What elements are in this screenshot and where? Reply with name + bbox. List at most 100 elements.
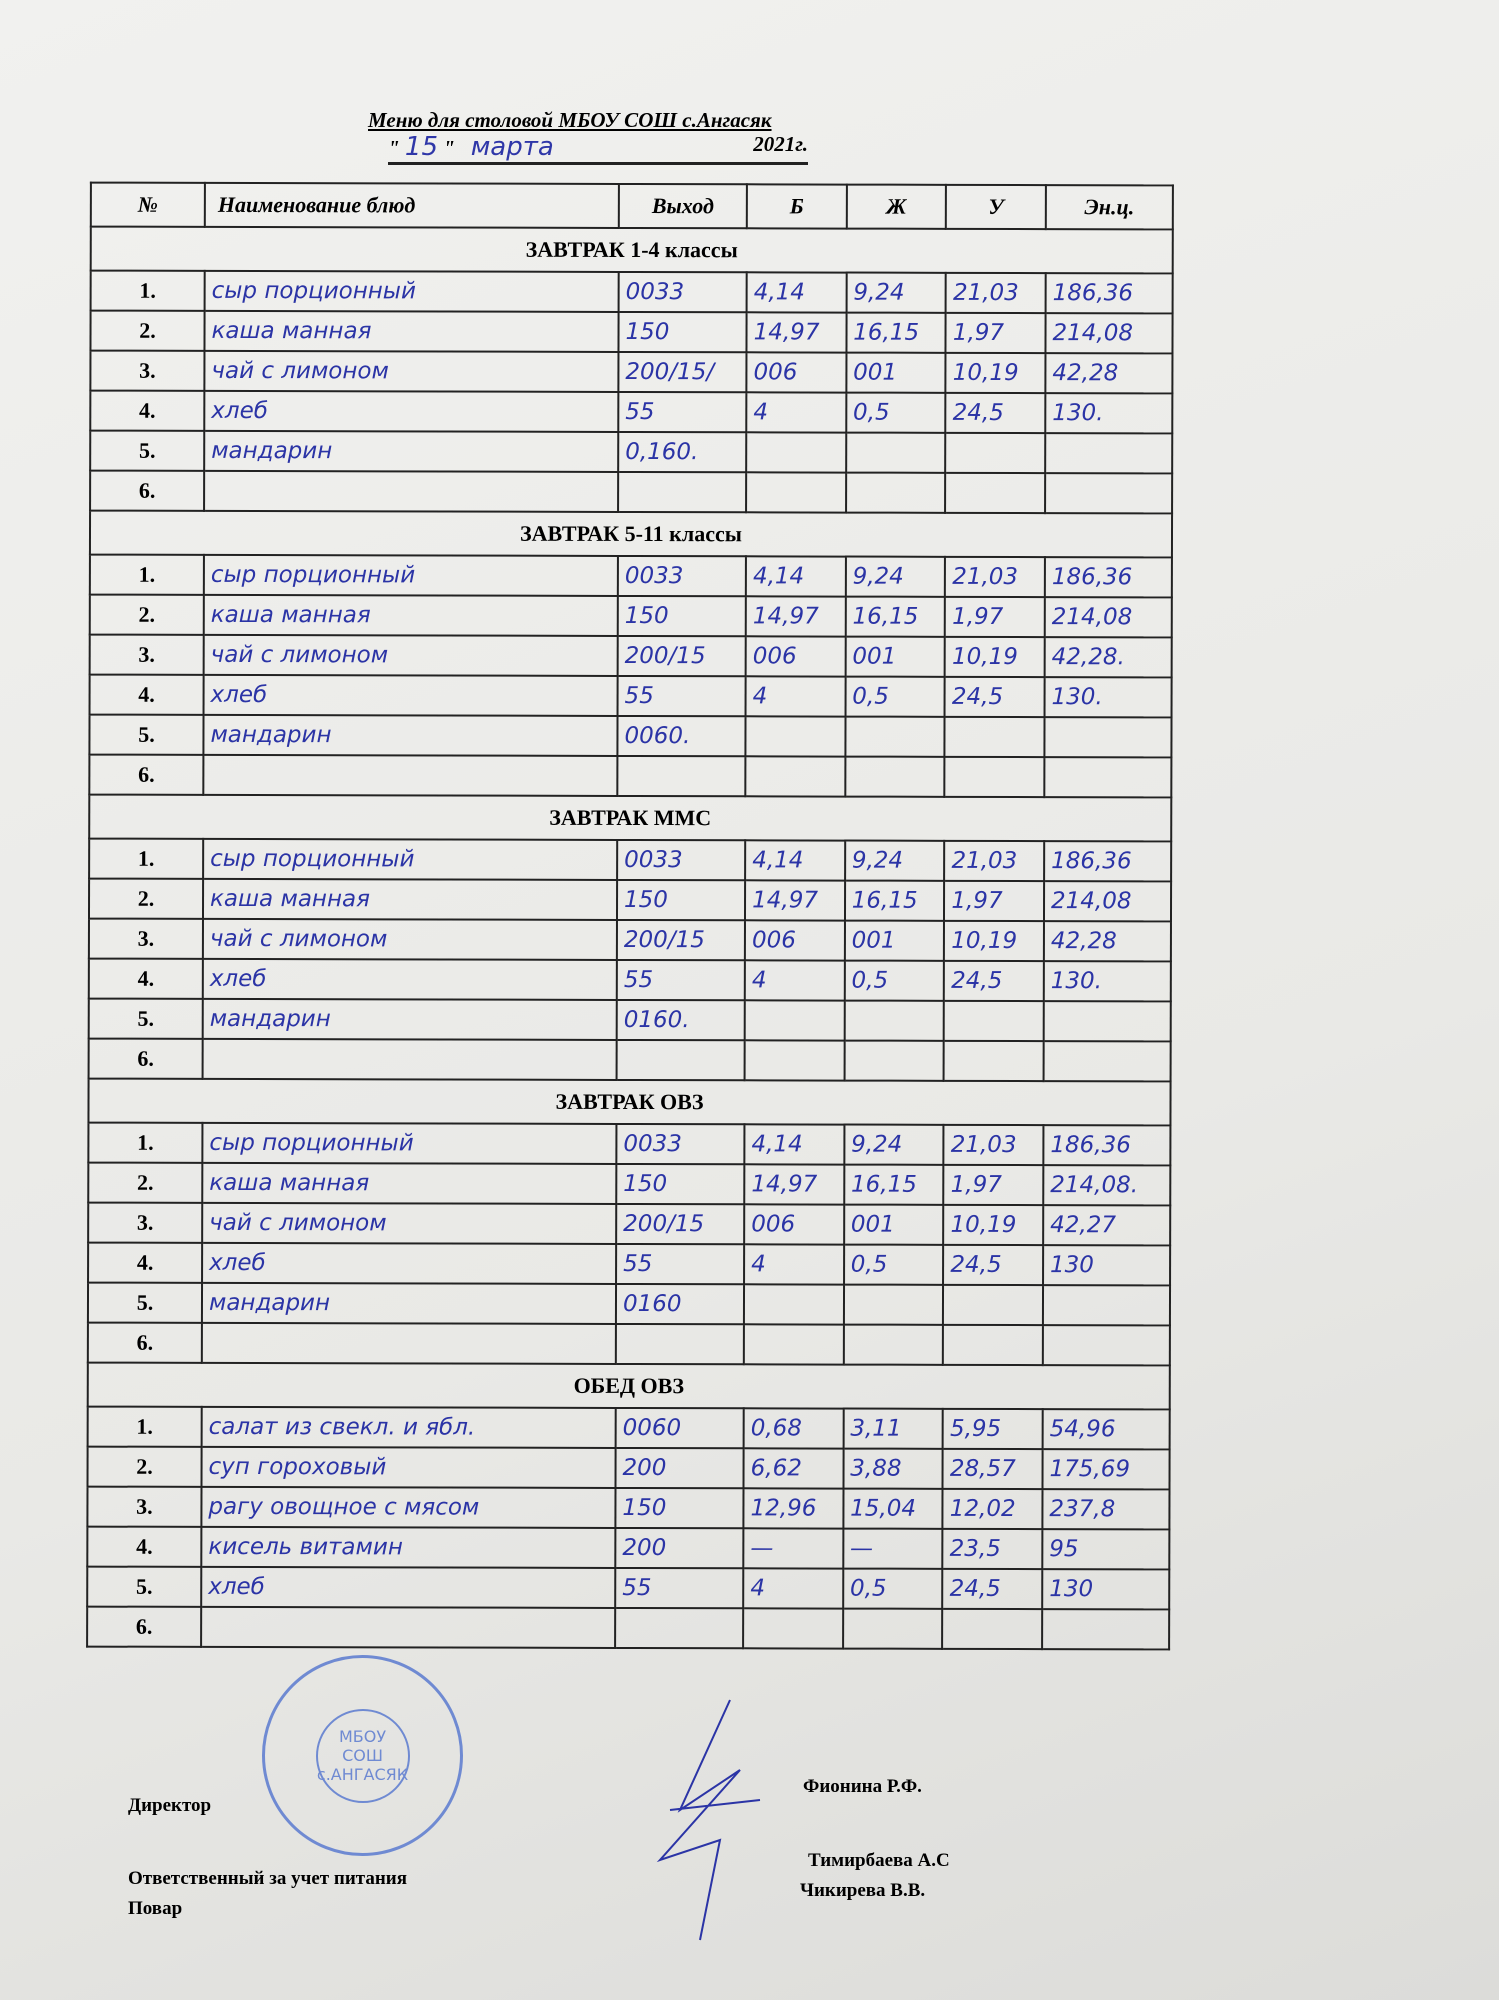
dish-energy <box>1043 1001 1171 1042</box>
dish-protein <box>743 1608 843 1649</box>
row-number: 1. <box>90 270 205 311</box>
row-number: 6. <box>90 470 205 511</box>
dish-yield: 200/15 <box>617 635 746 677</box>
dish-fat: 001 <box>843 1204 944 1245</box>
row-number: 3. <box>89 634 204 675</box>
dish-carbs: 24,5 <box>943 1244 1044 1286</box>
dish-protein <box>745 716 846 757</box>
row-number: 6. <box>87 1322 202 1363</box>
dish-carbs: 5,95 <box>942 1408 1043 1450</box>
dish-fat <box>845 716 945 757</box>
row-number: 4. <box>88 1242 203 1283</box>
col-yield: Выход <box>618 183 748 229</box>
section-title: ЗАВТРАК ММС <box>89 794 1172 842</box>
dish-name: чай с лимоном <box>203 634 618 676</box>
dish-carbs <box>945 472 1046 514</box>
dish-carbs <box>943 1284 1044 1326</box>
dish-protein: 4,14 <box>745 556 846 597</box>
dish-yield: 200 <box>615 1447 744 1489</box>
dish-name: мандарин <box>202 998 617 1040</box>
dish-carbs <box>944 756 1045 798</box>
dish-energy: 42,28. <box>1044 637 1172 678</box>
dish-yield: 55 <box>616 959 745 1001</box>
dish-fat <box>844 1040 945 1081</box>
dish-yield <box>615 1607 744 1649</box>
dish-energy: 237,8 <box>1042 1489 1170 1530</box>
dish-protein <box>746 432 846 473</box>
dish-protein: 14,97 <box>746 312 847 353</box>
row-number: 6. <box>87 1606 202 1647</box>
dish-energy: 130 <box>1042 1569 1170 1610</box>
dish-protein: 006 <box>746 352 847 393</box>
dish-name: хлеб <box>202 958 617 1000</box>
responsible-label: Ответственный за учет питания <box>128 1868 408 1889</box>
dish-name: сыр порционный <box>203 554 618 596</box>
dish-fat: 0,5 <box>844 960 945 1001</box>
dish-name: каша манная <box>203 594 618 636</box>
dish-energy: 130. <box>1045 393 1173 434</box>
dish-protein <box>744 1000 845 1041</box>
row-number: 1. <box>89 838 204 879</box>
section-title: ЗАВТРАК ОВЗ <box>88 1078 1171 1126</box>
dish-fat: 001 <box>846 352 946 393</box>
dish-energy <box>1042 1609 1170 1650</box>
dish-yield: 55 <box>615 1567 744 1609</box>
dish-name: хлеб <box>203 674 618 716</box>
dish-yield <box>618 471 747 513</box>
dish-yield: 150 <box>616 879 746 921</box>
signature <box>656 1699 761 1941</box>
table-row: 3. чай с лимоном 200/15 006 001 10,19 42,27 <box>88 1202 1171 1246</box>
dish-name: рагу овощное с мясом <box>201 1486 616 1528</box>
dish-carbs: 23,5 <box>942 1528 1043 1570</box>
row-number: 3. <box>90 350 205 391</box>
table-row: 5. мандарин 0060. <box>89 714 1172 758</box>
dish-protein: 14,97 <box>745 596 846 637</box>
dish-yield <box>616 1039 745 1081</box>
row-number: 2. <box>89 594 204 635</box>
dish-name: хлеб <box>201 1566 616 1608</box>
table-row: 2. каша манная 150 14,97 16,15 1,97 214,08 <box>89 594 1172 638</box>
dish-energy <box>1045 433 1173 474</box>
dish-name: сыр порционный <box>203 838 618 880</box>
dish-carbs: 24,5 <box>944 960 1044 1002</box>
dish-protein: 0,68 <box>743 1408 844 1449</box>
dish-carbs: 24,5 <box>945 392 1046 434</box>
dish-name: каша манная <box>204 310 619 352</box>
dish-energy <box>1042 1285 1171 1326</box>
row-number: 1. <box>87 1406 202 1447</box>
table-row: 6. <box>87 1322 1170 1366</box>
dish-carbs: 10,19 <box>945 352 1046 394</box>
responsible-name: Тимирбаева А.С <box>808 1850 950 1871</box>
date-year: 2021г. <box>753 132 808 156</box>
dish-name: мандарин <box>201 1282 617 1324</box>
dish-energy <box>1044 757 1172 798</box>
dish-yield: 200/15 <box>616 919 746 961</box>
dish-energy: 214,08 <box>1045 313 1173 354</box>
stamp-text: МБОУ СОШ с.АНГАСЯК <box>315 1708 410 1803</box>
dish-carbs: 1,97 <box>943 1164 1044 1206</box>
table-row: 6. <box>89 754 1172 798</box>
col-number: № <box>90 182 205 227</box>
dish-energy: 130 <box>1043 1245 1171 1286</box>
dish-yield: 0160. <box>616 999 745 1041</box>
dish-yield: 0060. <box>617 715 746 757</box>
table-header-row: № Наименование блюд Выход Б Ж У Эн.ц. <box>90 182 1173 230</box>
section-header-row: ЗАВТРАК 5-11 классы <box>89 510 1173 558</box>
dish-carbs: 24,5 <box>944 676 1045 718</box>
table-row: 3. чай с лимоном 200/15/006 001 10,19 42,28 <box>90 350 1173 394</box>
document-date: " 15 " марта 2021г. <box>388 132 808 165</box>
row-number: 5. <box>87 1282 203 1323</box>
row-number: 2. <box>90 310 205 351</box>
dish-energy: 95 <box>1042 1529 1170 1570</box>
dish-carbs: 21,03 <box>945 556 1045 598</box>
dish-protein <box>744 1284 844 1325</box>
dish-fat <box>843 1324 944 1365</box>
row-number: 6. <box>89 754 204 795</box>
dish-protein: 14,97 <box>744 1164 845 1205</box>
dish-yield: 55 <box>616 1243 745 1285</box>
dish-name: суп гороховый <box>201 1446 616 1488</box>
col-carbs: У <box>946 184 1046 230</box>
dish-energy: 186,36 <box>1044 841 1172 882</box>
section-title: ЗАВТРАК 5-11 классы <box>89 510 1173 558</box>
